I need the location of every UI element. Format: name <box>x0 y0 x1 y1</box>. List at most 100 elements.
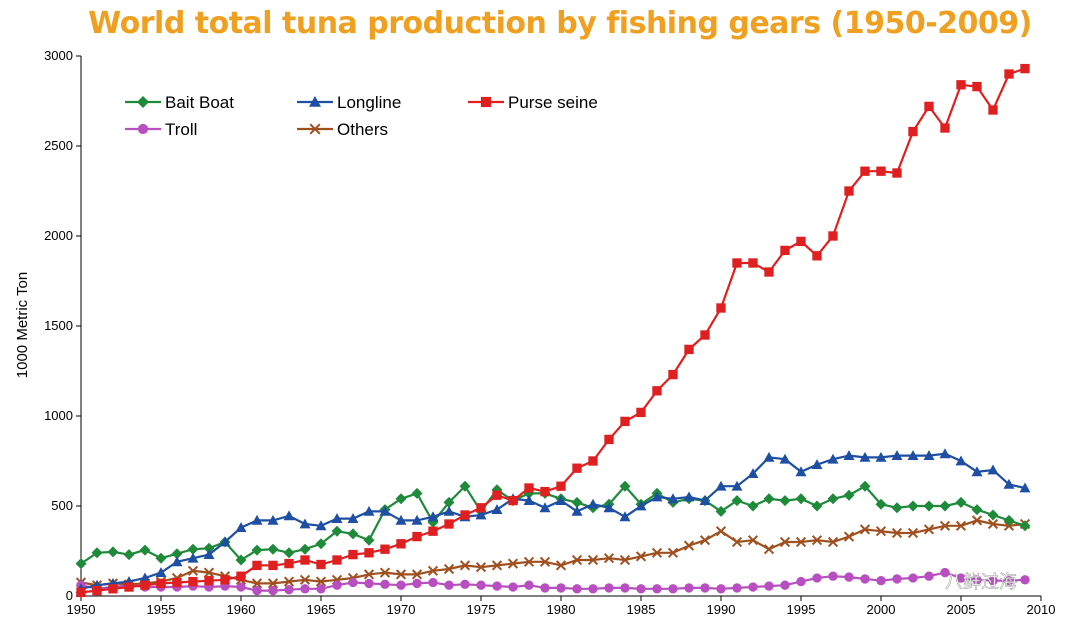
bait-boat-point <box>571 496 583 508</box>
troll-point <box>588 584 598 594</box>
troll-point <box>892 574 902 584</box>
longline-point <box>571 505 583 516</box>
troll-point <box>428 577 438 588</box>
legend-label: Bait Boat <box>165 93 234 112</box>
troll-point <box>764 581 774 591</box>
longline-point <box>379 505 391 516</box>
troll-point <box>332 580 342 590</box>
troll-point <box>972 575 982 585</box>
bait-boat-point <box>715 505 727 517</box>
purse-seine-point <box>236 571 246 581</box>
troll-point <box>268 585 278 596</box>
bait-boat-point <box>171 548 183 560</box>
purse-seine-point <box>396 539 406 549</box>
purse-seine-point <box>156 578 166 589</box>
purse-seine-point <box>956 80 966 90</box>
purse-seine-point <box>828 231 838 241</box>
longline-point <box>635 500 647 511</box>
longline-point <box>699 495 711 505</box>
purse-seine-point <box>668 369 678 380</box>
longline-point <box>363 505 375 516</box>
troll-point <box>780 580 790 590</box>
legend-swatch-marker <box>137 96 149 108</box>
bait-boat-point <box>763 493 775 505</box>
bait-boat-point <box>843 489 855 501</box>
purse-seine-point <box>844 186 854 196</box>
legend: Bait Boat Longline Purse seine Troll Others <box>125 93 598 139</box>
others-point <box>539 556 551 567</box>
bait-boat-point <box>955 496 967 508</box>
troll-point <box>1020 575 1030 585</box>
longline-point <box>923 450 935 460</box>
others-point <box>731 536 743 548</box>
bait-boat-point <box>619 480 631 492</box>
x-tick-label: 1970 <box>387 602 416 617</box>
longline-point <box>267 514 279 525</box>
purse-seine-point <box>332 555 342 565</box>
purse-seine-point <box>268 560 278 571</box>
legend-item-purse-seine: Purse seine <box>468 93 598 112</box>
troll-point <box>380 579 390 589</box>
longline-point <box>523 495 535 505</box>
series-purse-seine <box>76 63 1030 598</box>
others-point <box>523 556 535 567</box>
longline-point <box>443 505 455 516</box>
others-point <box>955 520 967 531</box>
x-tick-label: 1950 <box>67 602 96 617</box>
longline-point <box>795 466 807 477</box>
purse-seine-point <box>380 544 390 554</box>
troll-point <box>956 573 966 583</box>
purse-seine-point <box>540 486 550 497</box>
legend-item-longline: Longline <box>297 93 401 112</box>
longline-point <box>299 518 311 529</box>
x-tick-label: 1975 <box>467 602 496 617</box>
bait-boat-point <box>267 543 279 555</box>
troll-point <box>300 584 310 594</box>
troll-point <box>924 571 934 581</box>
others-point <box>363 569 375 580</box>
longline-point <box>315 520 327 531</box>
series-others <box>75 515 1031 591</box>
bait-boat-point <box>891 502 903 514</box>
longline-point <box>331 513 343 523</box>
purse-seine-point <box>588 456 598 466</box>
purse-seine-point <box>428 526 438 536</box>
bait-boat-point <box>923 500 935 512</box>
bait-boat-point <box>331 525 343 537</box>
longline-point <box>219 536 231 547</box>
troll-point <box>460 579 470 589</box>
others-point <box>875 526 887 537</box>
longline-point <box>763 451 775 462</box>
troll-point <box>1004 576 1014 586</box>
bait-boat-line <box>80 484 1026 565</box>
purse-seine-point <box>1020 63 1030 74</box>
troll-point <box>284 585 294 595</box>
troll-point <box>732 583 742 593</box>
bait-boat-point <box>939 500 951 512</box>
others-point <box>779 536 791 548</box>
purse-seine-point <box>908 126 918 137</box>
purse-seine-point <box>316 559 326 570</box>
longline-point <box>283 510 295 521</box>
longline-point <box>155 567 167 577</box>
purse-seine-point <box>348 549 358 560</box>
purse-seine-point <box>204 576 214 586</box>
bait-boat-point <box>283 547 295 559</box>
x-tick-label: 1960 <box>227 602 256 617</box>
longline-point <box>779 453 791 464</box>
bait-boat-point <box>971 504 983 516</box>
y-tick-label: 0 <box>66 588 73 603</box>
others-point <box>827 536 839 548</box>
bait-boat-point <box>299 543 311 555</box>
others-point <box>283 576 295 587</box>
troll-point <box>540 583 550 593</box>
purse-seine-point <box>716 303 726 313</box>
purse-seine-point <box>108 584 118 594</box>
others-point <box>491 560 503 571</box>
others-point <box>267 578 279 589</box>
longline-point <box>603 502 615 513</box>
troll-point <box>796 576 806 587</box>
others-point <box>475 562 487 573</box>
bait-boat-point <box>251 544 263 556</box>
longline-point <box>251 514 263 525</box>
